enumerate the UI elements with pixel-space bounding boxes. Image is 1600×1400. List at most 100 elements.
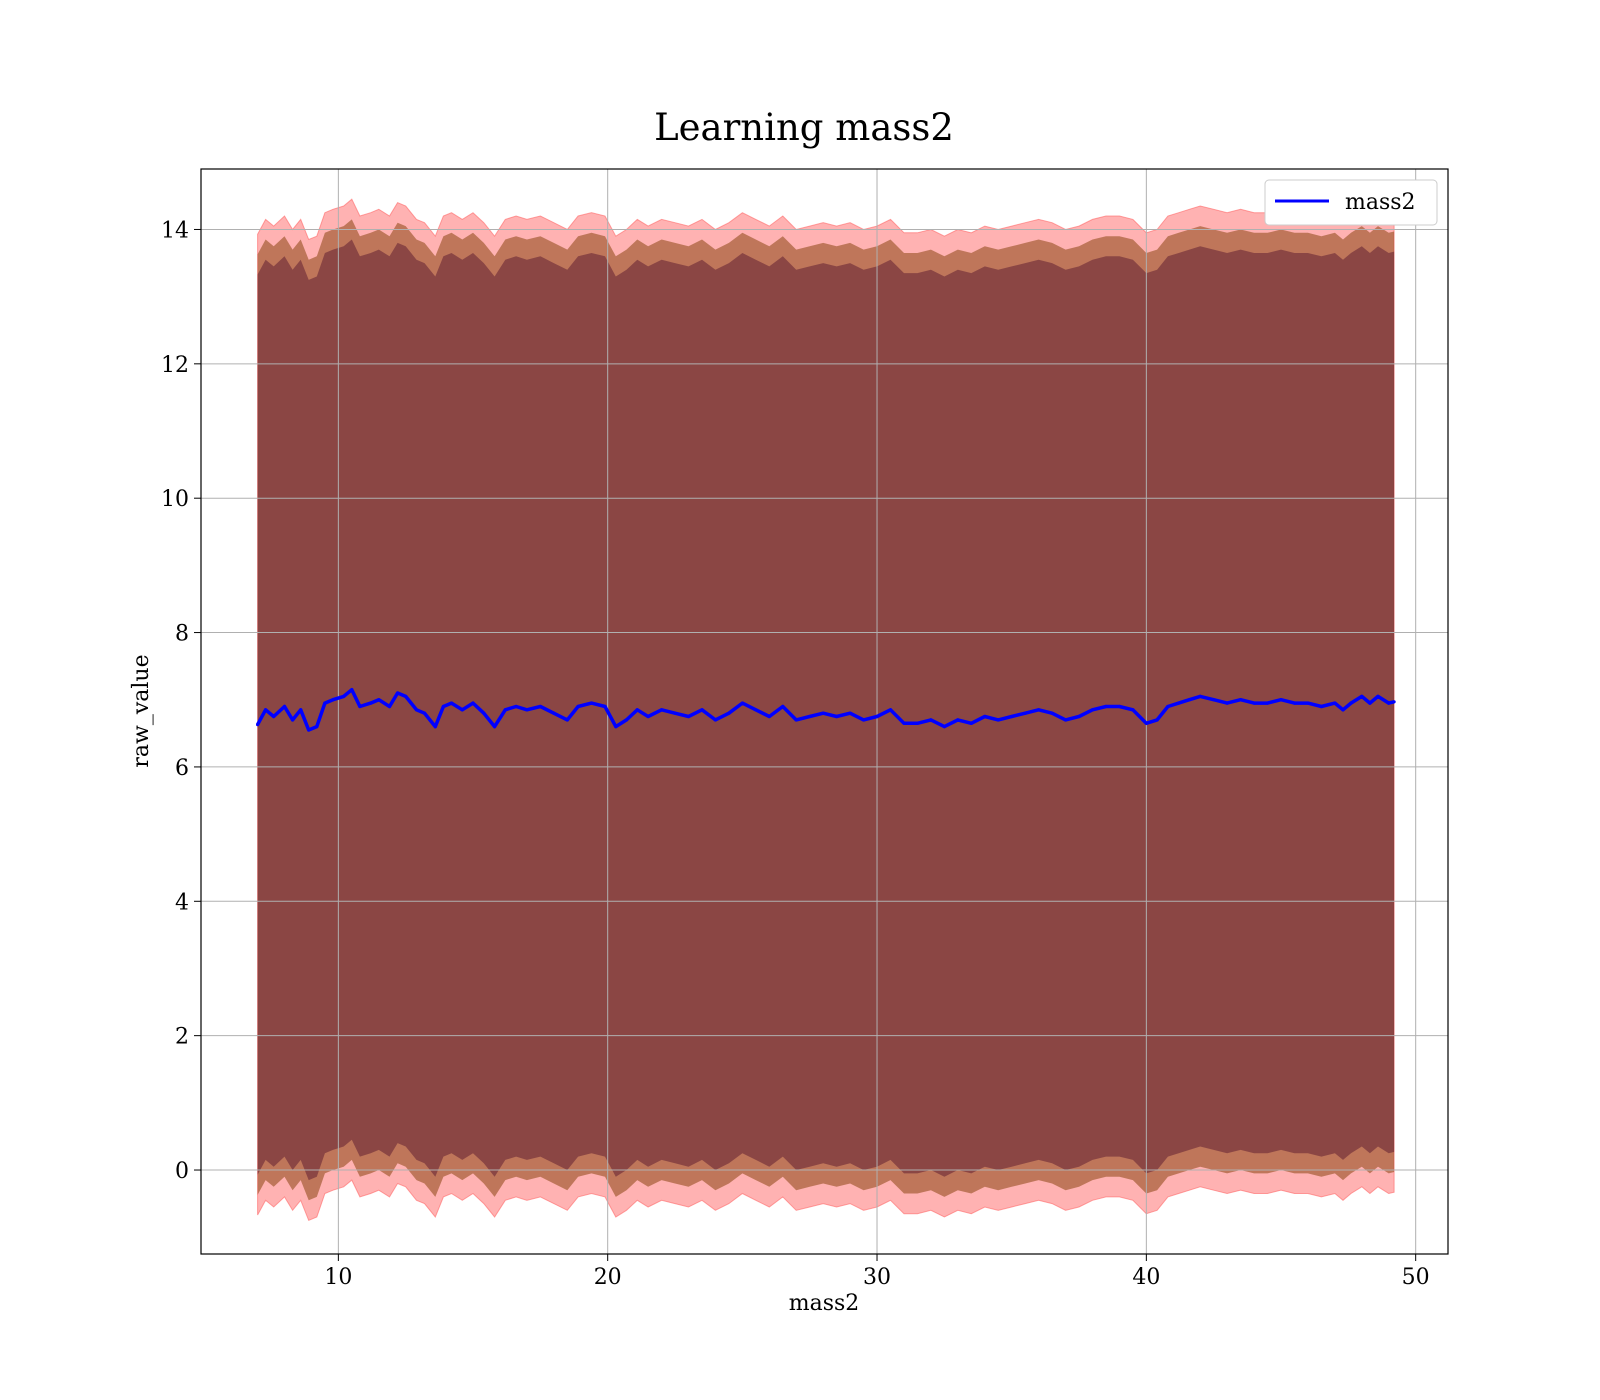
data-point bbox=[1144, 721, 1148, 725]
data-point bbox=[404, 694, 408, 699]
data-point bbox=[1037, 708, 1041, 712]
data-point bbox=[1010, 714, 1014, 719]
data-point bbox=[1239, 698, 1243, 702]
data-point bbox=[1077, 714, 1081, 719]
data-point bbox=[369, 701, 373, 705]
data-point bbox=[673, 711, 677, 715]
data-point bbox=[350, 688, 354, 692]
data-point bbox=[264, 708, 268, 712]
data-point bbox=[589, 701, 594, 705]
data-point bbox=[538, 704, 543, 709]
data-point bbox=[482, 711, 486, 715]
y-tick-label: 8 bbox=[175, 622, 189, 647]
legend-label-mass2: mass2 bbox=[1345, 190, 1416, 215]
data-point bbox=[1368, 701, 1372, 705]
data-point bbox=[646, 714, 650, 719]
data-point bbox=[272, 714, 276, 719]
data-point bbox=[1319, 704, 1323, 709]
data-point bbox=[433, 725, 437, 729]
data-point bbox=[460, 708, 464, 712]
data-point bbox=[1376, 694, 1380, 699]
data-point bbox=[299, 708, 303, 712]
data-point bbox=[342, 694, 346, 699]
data-point bbox=[713, 718, 718, 722]
data-point bbox=[983, 714, 987, 719]
data-point bbox=[1292, 701, 1297, 705]
data-point bbox=[1341, 708, 1345, 712]
data-point bbox=[956, 718, 960, 722]
data-point bbox=[614, 725, 618, 729]
data-point bbox=[1187, 698, 1191, 702]
data-point bbox=[307, 728, 311, 732]
data-point bbox=[1023, 711, 1027, 715]
data-point bbox=[1306, 701, 1310, 705]
data-point bbox=[1090, 708, 1095, 712]
data-point bbox=[1392, 700, 1396, 704]
data-point bbox=[323, 701, 327, 705]
data-point bbox=[624, 718, 629, 722]
band-inner bbox=[257, 239, 1395, 1181]
data-point bbox=[808, 714, 812, 719]
data-point bbox=[282, 704, 287, 709]
data-point bbox=[1279, 698, 1283, 702]
data-point bbox=[888, 708, 893, 712]
data-point bbox=[565, 718, 569, 722]
data-point bbox=[552, 711, 556, 715]
data-point bbox=[1064, 718, 1068, 722]
data-point bbox=[862, 718, 866, 722]
data-point bbox=[1155, 718, 1159, 722]
y-tick-label: 0 bbox=[175, 1159, 189, 1184]
y-tick-label: 6 bbox=[175, 756, 189, 781]
plot-frame bbox=[200, 168, 1449, 1255]
data-point bbox=[1252, 701, 1256, 705]
data-point bbox=[503, 708, 507, 712]
x-tick-label: 30 bbox=[863, 1265, 891, 1290]
data-point bbox=[396, 691, 400, 695]
data-point bbox=[1333, 701, 1337, 705]
y-tick-label: 14 bbox=[161, 218, 189, 243]
data-point bbox=[835, 714, 839, 719]
data-point bbox=[256, 723, 260, 727]
chart-title: Learning mass2 bbox=[654, 106, 954, 149]
data-point bbox=[902, 721, 906, 725]
data-point bbox=[1360, 694, 1364, 699]
data-point bbox=[660, 708, 664, 712]
data-point bbox=[727, 711, 731, 715]
data-point bbox=[754, 708, 758, 712]
data-point bbox=[422, 711, 427, 715]
data-point bbox=[781, 704, 785, 709]
data-point bbox=[358, 704, 362, 709]
y-tick-label: 12 bbox=[161, 353, 189, 378]
x-tick-label: 10 bbox=[324, 1265, 352, 1290]
data-point bbox=[1177, 701, 1181, 705]
data-point bbox=[1166, 704, 1170, 709]
grid bbox=[201, 169, 1448, 1254]
data-point bbox=[686, 714, 691, 719]
data-point bbox=[821, 711, 825, 715]
data-point bbox=[1117, 704, 1121, 709]
x-tick-label: 50 bbox=[1402, 1265, 1430, 1290]
data-point bbox=[929, 718, 933, 722]
data-point bbox=[740, 701, 745, 705]
y-tick-label: 10 bbox=[161, 487, 189, 512]
data-point bbox=[767, 714, 771, 719]
series-lines bbox=[256, 687, 1396, 732]
data-point bbox=[387, 704, 392, 709]
data-point bbox=[700, 708, 704, 712]
x-axis-label: mass2 bbox=[789, 1291, 860, 1316]
data-point bbox=[1387, 701, 1391, 705]
data-point bbox=[1198, 694, 1202, 699]
data-point bbox=[525, 708, 529, 712]
data-point bbox=[1104, 704, 1108, 709]
data-point bbox=[315, 725, 319, 729]
data-point bbox=[291, 718, 295, 722]
data-point bbox=[1349, 701, 1353, 705]
confidence-bands bbox=[257, 198, 1395, 1222]
data-point bbox=[603, 704, 607, 709]
data-point bbox=[794, 718, 798, 722]
data-point bbox=[449, 701, 454, 705]
y-tick-label: 2 bbox=[175, 1025, 189, 1050]
y-axis-label: raw_value bbox=[129, 654, 154, 767]
